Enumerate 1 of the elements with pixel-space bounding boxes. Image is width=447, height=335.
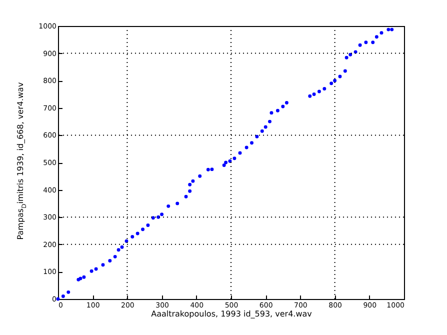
x-axis-title: Aaaltrakopoulos, 1993 id_593, ver4.wav	[151, 310, 312, 318]
